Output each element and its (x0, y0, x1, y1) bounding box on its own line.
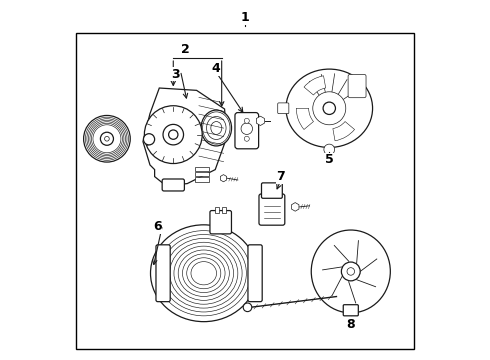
Circle shape (313, 92, 346, 125)
Text: 2: 2 (181, 42, 190, 55)
Ellipse shape (311, 230, 391, 313)
FancyBboxPatch shape (259, 194, 285, 225)
Text: 4: 4 (211, 62, 220, 75)
Wedge shape (296, 108, 314, 130)
Bar (222, 207, 226, 213)
Circle shape (245, 118, 249, 123)
FancyBboxPatch shape (348, 75, 366, 98)
Bar (215, 207, 219, 213)
Circle shape (169, 130, 178, 139)
FancyBboxPatch shape (235, 113, 259, 149)
Circle shape (241, 123, 252, 134)
Text: 8: 8 (346, 318, 355, 331)
Wedge shape (333, 122, 355, 141)
FancyBboxPatch shape (162, 179, 184, 191)
Text: 3: 3 (171, 68, 179, 81)
Circle shape (347, 268, 355, 275)
Circle shape (245, 136, 249, 141)
Circle shape (163, 124, 184, 145)
Circle shape (144, 134, 155, 145)
Bar (76, 33, 414, 348)
Circle shape (100, 132, 114, 145)
Circle shape (323, 102, 336, 114)
Bar (195, 167, 209, 171)
Circle shape (342, 262, 360, 281)
Circle shape (243, 303, 252, 312)
Polygon shape (143, 88, 227, 186)
Ellipse shape (150, 225, 257, 321)
Ellipse shape (286, 69, 372, 148)
FancyBboxPatch shape (210, 211, 231, 234)
Circle shape (84, 116, 130, 162)
FancyBboxPatch shape (278, 103, 289, 114)
Circle shape (145, 106, 202, 163)
Circle shape (324, 144, 335, 155)
Bar (195, 172, 209, 176)
FancyBboxPatch shape (343, 305, 358, 316)
Text: 7: 7 (276, 170, 285, 183)
Text: 1: 1 (241, 12, 249, 24)
FancyBboxPatch shape (248, 245, 262, 302)
Bar (195, 177, 209, 182)
Text: 6: 6 (153, 220, 161, 233)
FancyBboxPatch shape (262, 183, 282, 198)
Ellipse shape (201, 110, 232, 146)
Wedge shape (304, 76, 326, 95)
Text: 5: 5 (325, 153, 334, 166)
Circle shape (104, 136, 109, 141)
FancyBboxPatch shape (156, 245, 170, 302)
